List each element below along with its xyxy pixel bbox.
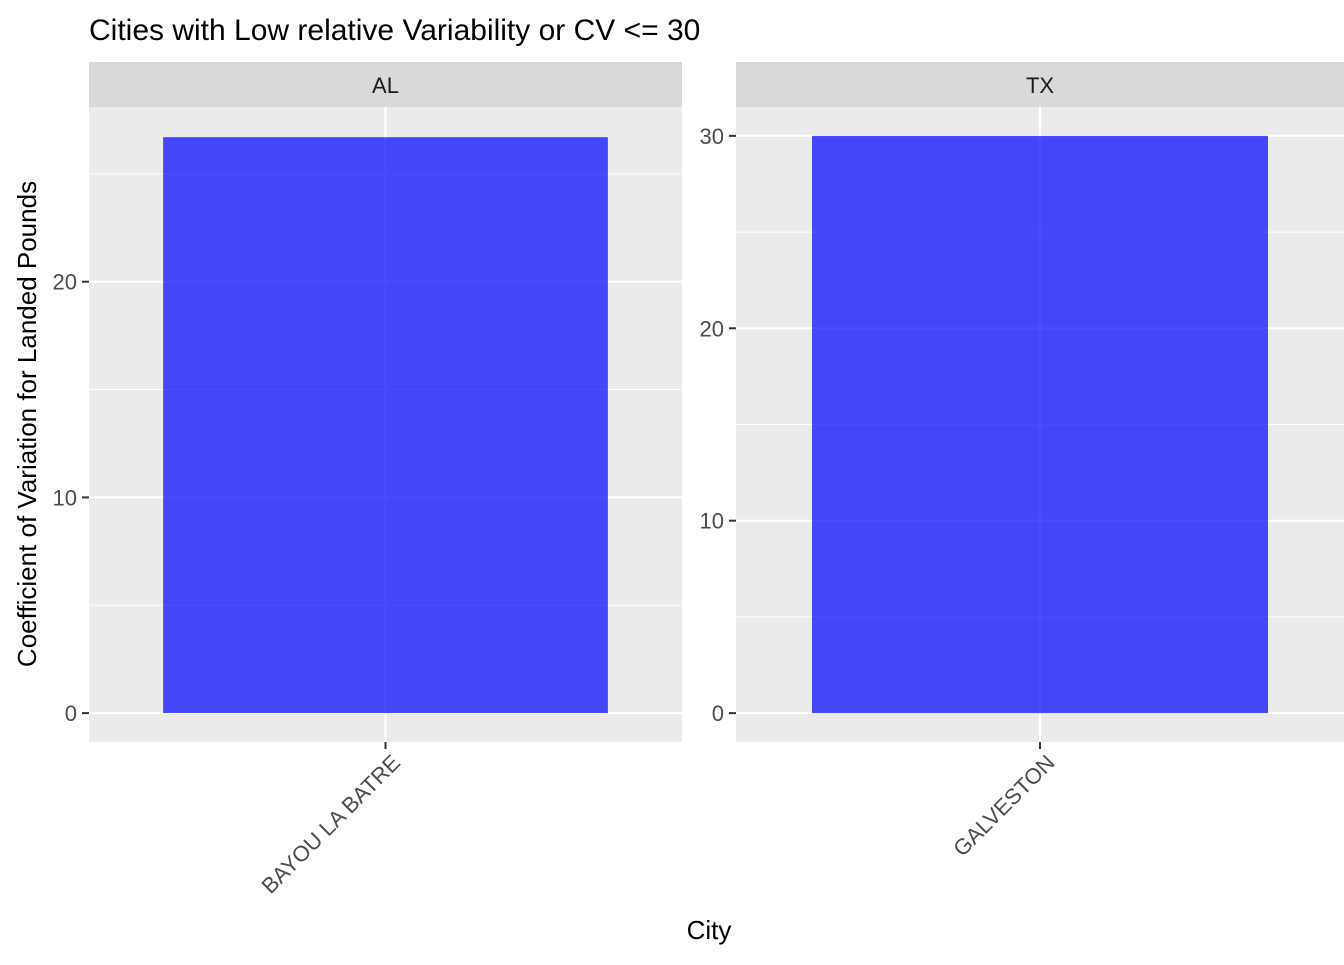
y-axis-label: Coefficient of Variation for Landed Poun… bbox=[12, 181, 42, 667]
bar-bayou-la-batre bbox=[163, 137, 608, 714]
x-tick-label: GALVESTON bbox=[948, 750, 1059, 861]
facet-strip bbox=[89, 62, 682, 107]
facet-strip bbox=[736, 62, 1344, 107]
facet-strip-label: AL bbox=[372, 73, 399, 98]
y-tick-label: 10 bbox=[700, 509, 724, 534]
x-tick-label: BAYOU LA BATRE bbox=[257, 750, 406, 899]
y-tick-label: 0 bbox=[712, 701, 724, 726]
chart-title: Cities with Low relative Variability or … bbox=[89, 14, 700, 47]
x-axis-label: City bbox=[687, 915, 732, 945]
y-tick-label: 10 bbox=[53, 485, 77, 510]
bar-galveston bbox=[812, 135, 1268, 714]
facet-strip-label: TX bbox=[1026, 73, 1054, 98]
facets: AL 0 10 20 BAYOU LA BATRE TX 0 10 20 30 GALVESTON bbox=[53, 62, 1344, 898]
y-tick-label: 20 bbox=[53, 270, 77, 295]
facet-panel-tx: TX 0 10 20 30 GALVESTON bbox=[700, 62, 1344, 861]
y-tick-label: 0 bbox=[65, 701, 77, 726]
facet-panel-al: AL 0 10 20 BAYOU LA BATRE bbox=[53, 62, 682, 898]
y-tick-label: 20 bbox=[700, 316, 724, 341]
y-tick-label: 30 bbox=[700, 124, 724, 149]
